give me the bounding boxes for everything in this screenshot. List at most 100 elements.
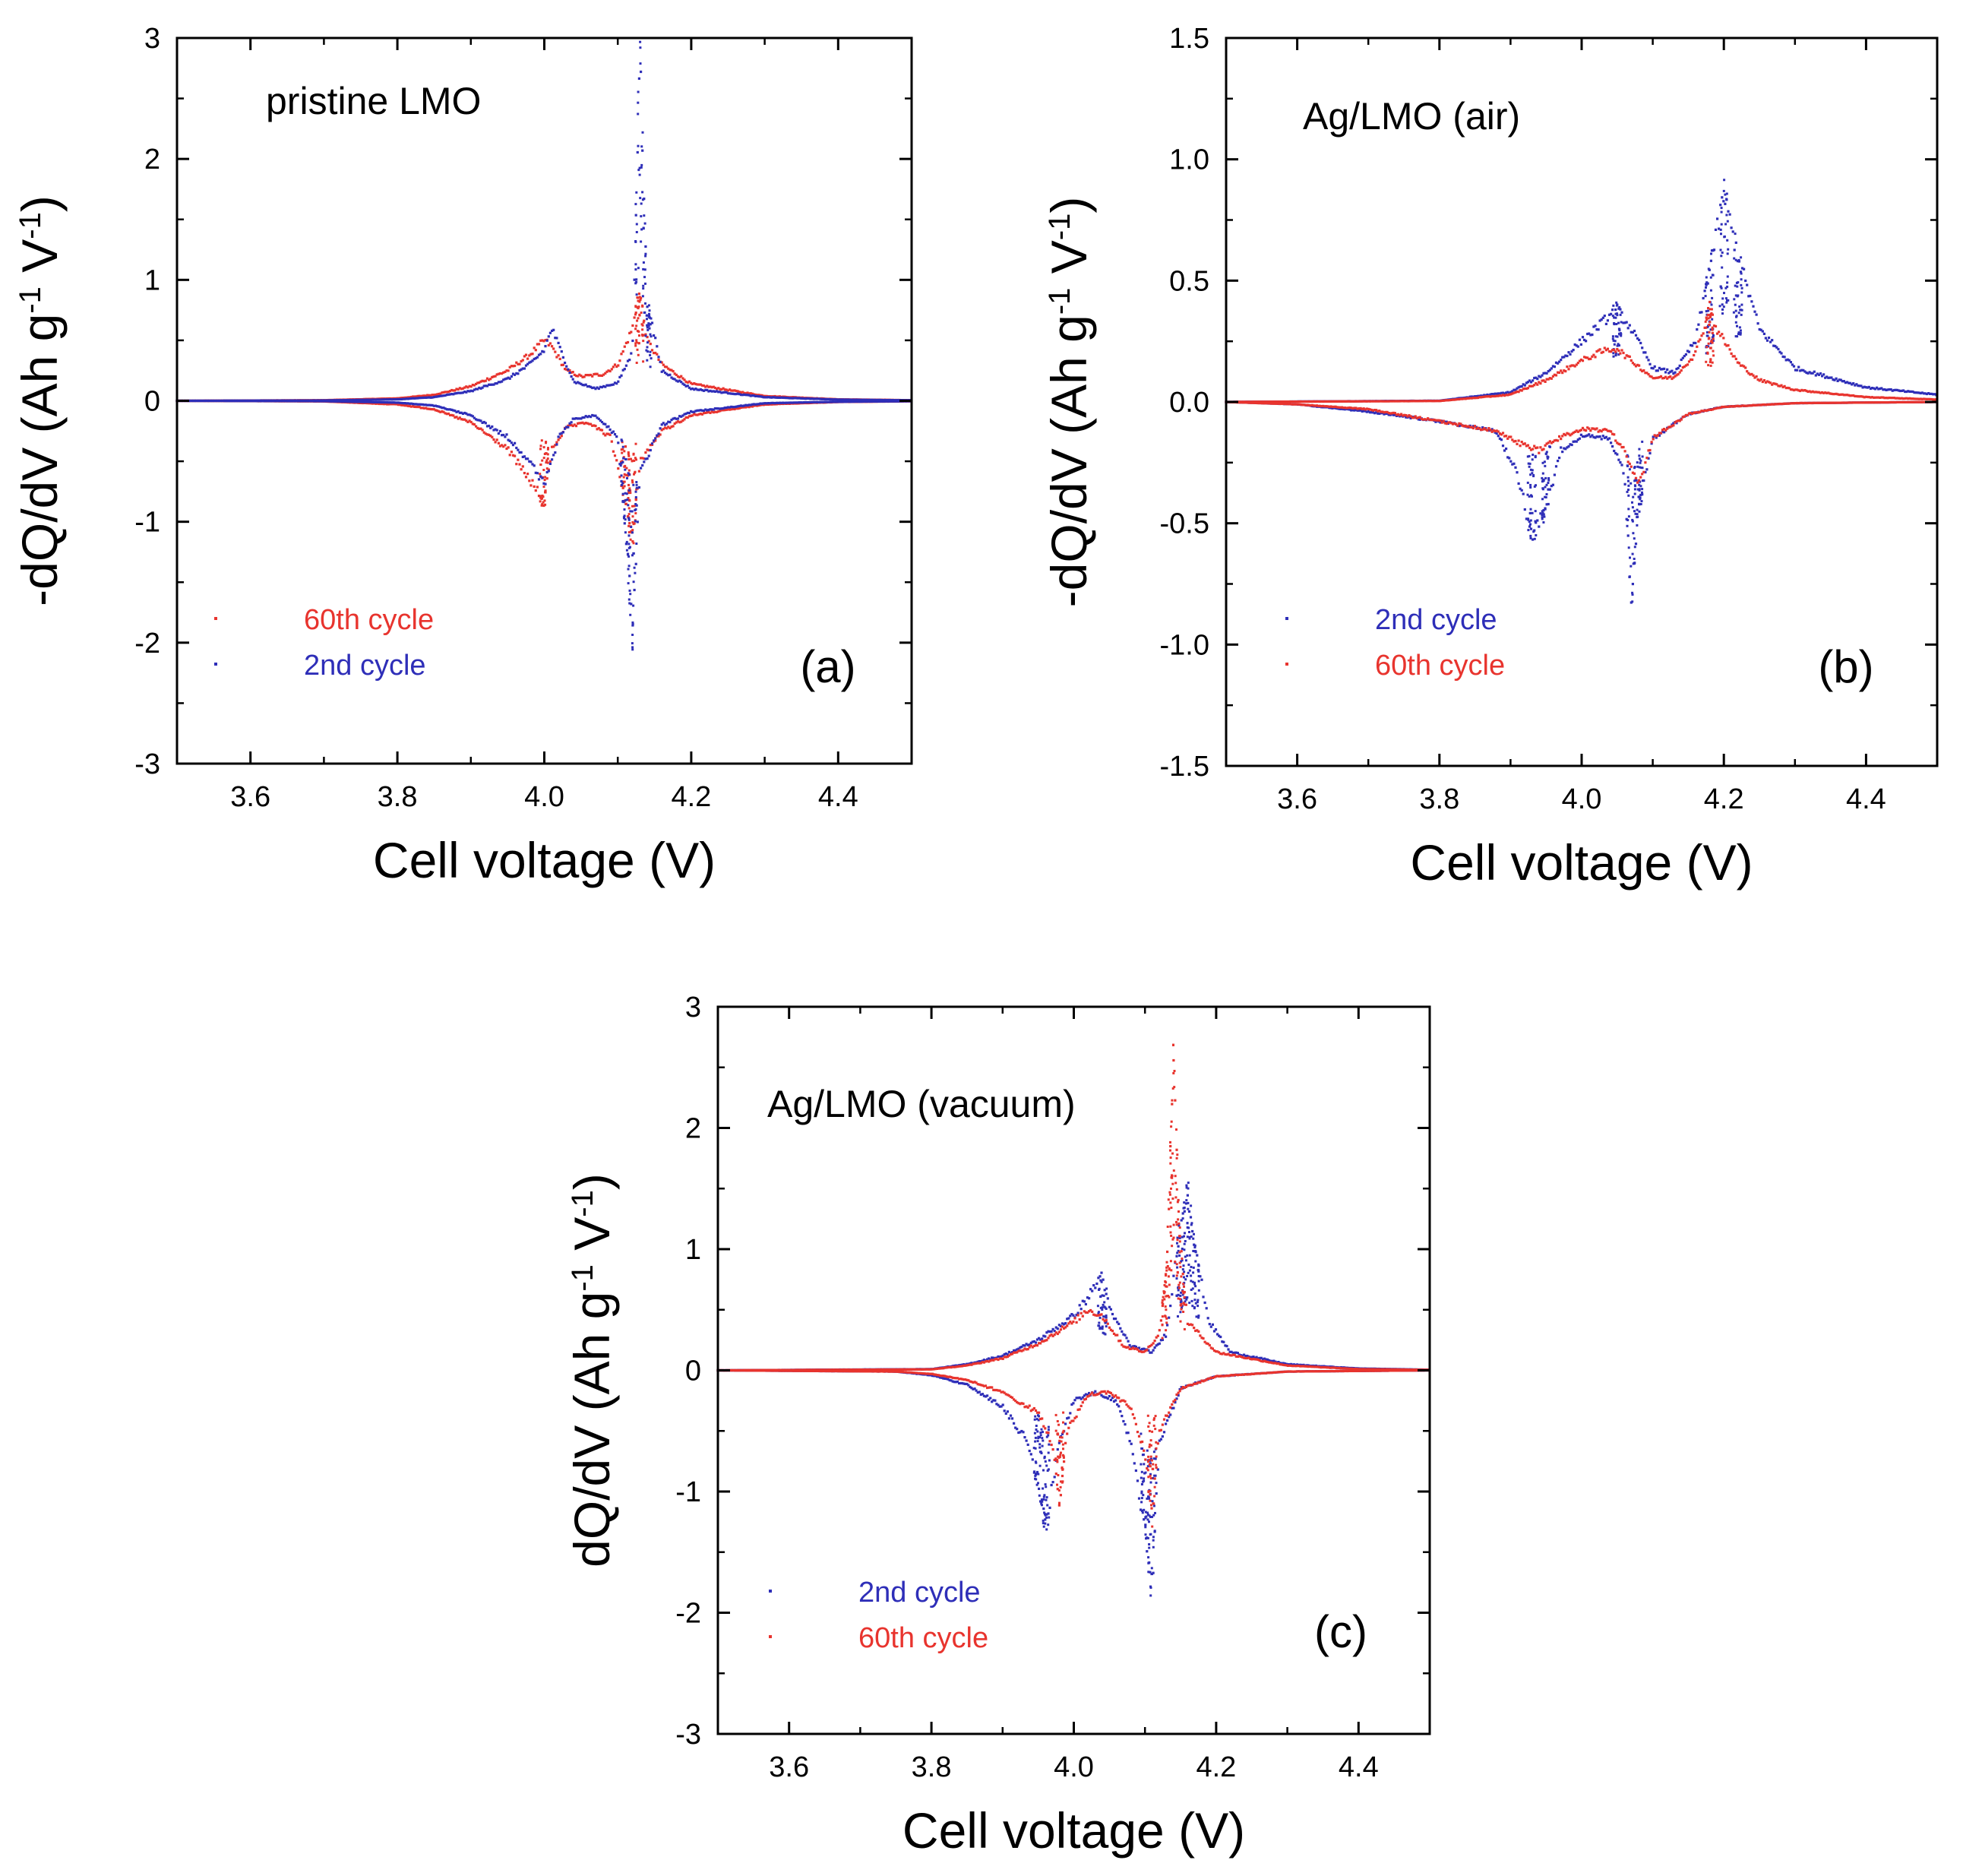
data-point (1739, 331, 1742, 334)
data-point (1633, 537, 1636, 540)
data-point (1842, 401, 1845, 404)
data-point (1619, 308, 1622, 311)
data-point (825, 397, 828, 401)
data-point (1783, 402, 1786, 405)
data-point (736, 392, 739, 395)
data-point (660, 429, 663, 432)
data-point (720, 391, 723, 394)
data-point (804, 397, 808, 400)
data-point (1508, 435, 1511, 438)
data-point (1830, 392, 1833, 395)
data-point (392, 398, 395, 401)
data-point (635, 543, 638, 545)
data-point (1711, 408, 1714, 411)
data-point (1468, 397, 1471, 400)
data-point (1783, 356, 1786, 359)
data-point (1411, 416, 1414, 419)
data-point (1650, 375, 1653, 378)
data-point (735, 407, 738, 410)
data-point (1923, 392, 1927, 395)
data-point (555, 337, 558, 340)
data-point (1375, 411, 1378, 414)
data-point (1851, 394, 1854, 397)
data-point (1566, 365, 1569, 369)
data-point (547, 447, 549, 450)
data-point (1740, 364, 1744, 367)
data-point (1917, 397, 1920, 400)
data-point (1298, 400, 1301, 403)
data-point (305, 400, 308, 403)
data-point (434, 409, 437, 412)
data-point (647, 454, 650, 457)
data-point (1322, 400, 1325, 403)
data-point (604, 422, 607, 426)
data-point (1707, 364, 1710, 367)
data-point (1511, 392, 1514, 395)
data-point (861, 400, 864, 403)
data-point (1529, 468, 1532, 471)
data-point (602, 373, 605, 376)
data-point (1767, 336, 1771, 340)
data-point (1238, 401, 1242, 404)
data-point (1171, 1292, 1174, 1296)
data-point (1545, 493, 1548, 495)
data-point (1800, 388, 1803, 391)
data-point (531, 359, 534, 362)
data-point (1529, 483, 1532, 486)
data-point (1351, 409, 1355, 412)
data-point (1310, 400, 1313, 403)
data-point (355, 400, 358, 403)
data-point (1611, 308, 1614, 312)
data-point (1528, 446, 1532, 450)
data-point (1475, 426, 1478, 429)
data-point (297, 400, 300, 403)
data-point (723, 407, 726, 410)
data-point (475, 382, 478, 385)
data-point (1707, 267, 1710, 270)
data-point (823, 400, 827, 403)
data-point (1307, 403, 1310, 407)
data-point (647, 340, 650, 343)
data-point (1498, 392, 1501, 395)
data-point (1626, 464, 1629, 467)
data-point (1478, 396, 1481, 399)
data-point (659, 360, 662, 363)
data-point (508, 365, 511, 369)
data-point (1570, 443, 1573, 447)
data-point (1709, 259, 1712, 262)
data-point (468, 413, 471, 416)
data-point (1863, 401, 1866, 404)
data-point (1544, 495, 1547, 498)
data-point (555, 443, 558, 446)
data-point (1588, 358, 1591, 361)
data-point (1528, 462, 1532, 465)
data-point (1598, 348, 1601, 351)
data-point (206, 400, 209, 403)
data-point (1758, 327, 1761, 331)
data-point (1835, 377, 1838, 380)
data-point (767, 396, 770, 399)
data-point (1886, 388, 1889, 391)
data-point (600, 374, 604, 377)
data-point (1566, 354, 1569, 358)
data-point (1930, 397, 1933, 401)
data-point (1726, 239, 1729, 242)
data-point (1203, 1301, 1206, 1305)
data-point (369, 398, 372, 401)
data-point (1481, 428, 1484, 431)
data-point (343, 399, 346, 402)
data-point (1177, 1293, 1180, 1296)
legend-entry: 2nd cycle (304, 650, 426, 682)
data-point (1313, 400, 1317, 403)
data-point (1925, 397, 1929, 400)
data-point (1626, 455, 1630, 458)
data-point (738, 393, 741, 396)
data-point (495, 373, 498, 376)
data-point (539, 339, 542, 342)
data-point (1888, 388, 1891, 391)
data-point (1339, 406, 1342, 409)
data-point (1775, 346, 1778, 349)
data-point (1044, 1335, 1047, 1338)
data-point (1535, 484, 1537, 487)
data-point (1509, 391, 1513, 394)
